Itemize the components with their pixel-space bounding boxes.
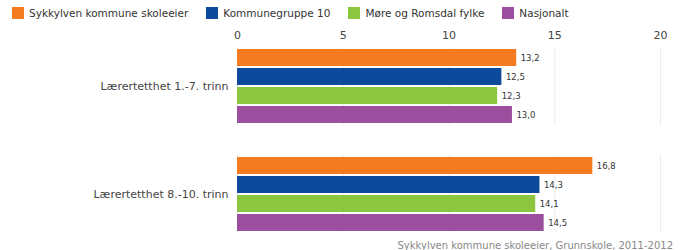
svg-text:14,1: 14,1 [540,199,559,209]
svg-text:13,2: 13,2 [521,53,540,63]
svg-text:16,8: 16,8 [597,161,616,171]
html-text:Kommunegruppe 10: Kommunegruppe 10 [223,6,331,19]
svg-text:12,3: 12,3 [502,91,521,101]
svg-text:5: 5 [340,29,347,42]
svg-text:14,5: 14,5 [548,218,567,228]
svg-text:15: 15 [548,29,562,42]
svg-text:13,0: 13,0 [516,110,535,120]
svg-text:14,3: 14,3 [544,180,563,190]
svg-text:0: 0 [234,29,241,42]
svg-text:Lærertetthet 1.-7. trinn: Lærertetthet 1.-7. trinn [100,80,228,93]
svg-text:10: 10 [442,29,456,42]
html-text:Nasjonalt: Nasjonalt [519,6,569,19]
html-text:Møre og Romsdal fylke: Møre og Romsdal fylke [365,6,485,19]
svg-text:12,5: 12,5 [506,72,525,82]
html-text:Sykkylven kommune skoleeier: Sykkylven kommune skoleeier [29,6,189,19]
html-text:Sykkylven kommune skoleeier, G: Sykkylven kommune skoleeier, Grunnskole,… [397,240,673,250]
svg-text:20: 20 [654,29,668,42]
svg-text:Lærertetthet 8.-10. trinn: Lærertetthet 8.-10. trinn [93,188,228,201]
